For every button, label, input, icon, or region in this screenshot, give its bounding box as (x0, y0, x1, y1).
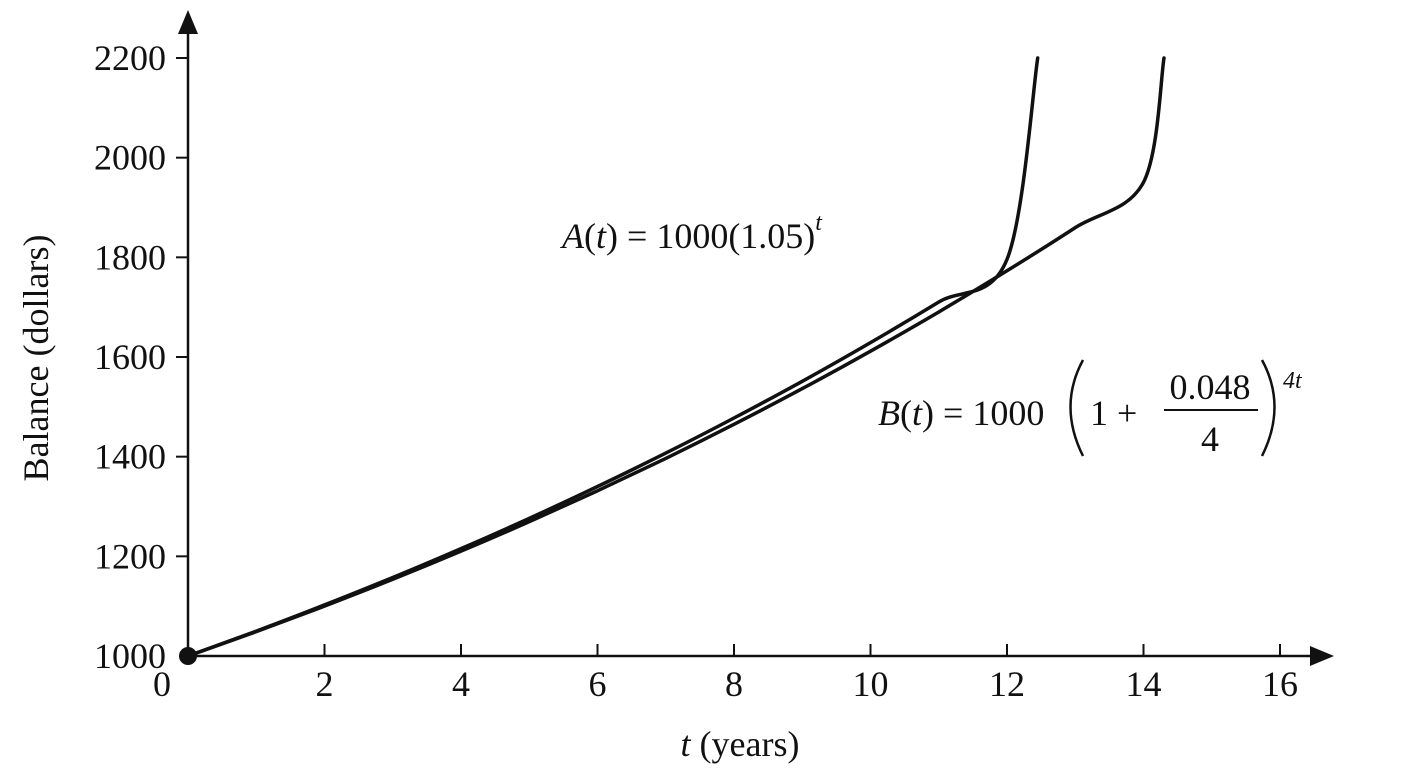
series-b-curve (186, 56, 1166, 658)
x-tick-label: 12 (989, 664, 1025, 704)
y-axis-title: Balance (dollars) (16, 235, 56, 482)
y-tick-label: 1400 (94, 437, 166, 477)
curves (186, 56, 1166, 658)
fraction-numerator: 0.048 (1170, 367, 1251, 407)
axes (178, 10, 1334, 666)
x-tick-label: 8 (725, 664, 743, 704)
y-axis-arrow (178, 10, 198, 34)
y-tick-label: 2200 (94, 38, 166, 78)
x-tick-label: 6 (589, 664, 607, 704)
start-point-marker (179, 647, 197, 665)
right-paren (1260, 359, 1276, 457)
x-axis-title: t (years) (681, 724, 800, 764)
y-tick-label: 1600 (94, 337, 166, 377)
y-tick-label: 2000 (94, 138, 166, 178)
ticks: 0 2 4 6 8 10 12 14 16 1000 1200 1400 1600 1800 2000 220… (94, 38, 1298, 704)
series-b-formula: B(t) = 1000 1 + 0.048 4 4t (878, 359, 1303, 459)
x-tick-label: 16 (1262, 664, 1298, 704)
x-axis-arrow (1310, 646, 1334, 666)
series-a-curve (186, 56, 1040, 658)
fraction-denominator: 4 (1201, 419, 1219, 459)
x-tick-label: 4 (452, 664, 470, 704)
left-paren (1069, 359, 1085, 457)
svg-text:B(t) = 1000: B(t) = 1000 (878, 393, 1044, 433)
series-a-formula: A(t) = 1000(1.05)t (560, 210, 823, 256)
svg-text:1 +: 1 + (1090, 393, 1137, 433)
y-tick-label: 1200 (94, 536, 166, 576)
x-tick-label: 10 (853, 664, 889, 704)
x-tick-label: 2 (316, 664, 334, 704)
y-tick-label: 1800 (94, 237, 166, 277)
x-tick-label: 0 (153, 664, 171, 704)
exponent-4t: 4t (1283, 368, 1303, 394)
x-tick-label: 14 (1126, 664, 1162, 704)
y-tick-label: 1000 (94, 636, 166, 676)
